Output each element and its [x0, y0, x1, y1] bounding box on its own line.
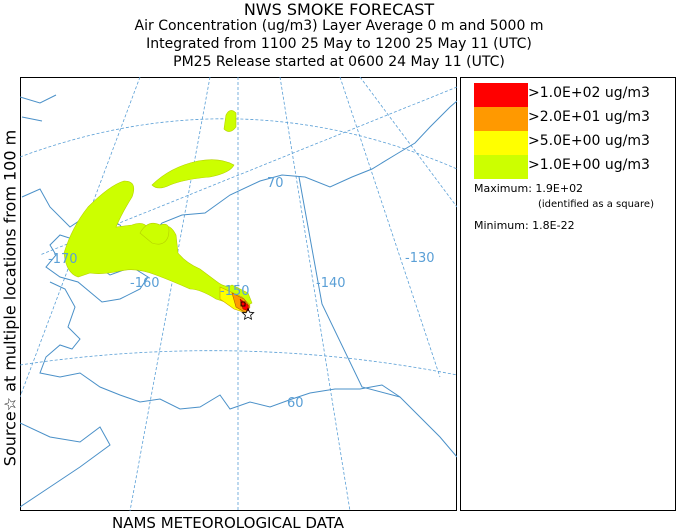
lon-label-160: -160 [130, 276, 160, 291]
legend-minimum: Minimum: 1.8E-22 [474, 219, 575, 232]
integration-period: Integrated from 1100 25 May to 1200 25 M… [146, 36, 532, 52]
legend-maximum-note: (identified as a square) [538, 199, 654, 210]
legend-row-yellow: >5.0E+00 ug/m3 [474, 131, 674, 155]
source-side-label: Source☆ at multiple locations from 100 m [0, 129, 20, 467]
legend-swatch-red [474, 83, 528, 107]
plume-north-fragment [223, 110, 237, 132]
smoke-plume [63, 110, 255, 321]
legend-swatch-yellow [474, 131, 528, 155]
lon-145-meridian [279, 77, 351, 511]
lon-label-130: -130 [405, 251, 435, 266]
lat-label-70: 70 [267, 176, 284, 191]
forecast-title: NWS SMOKE FORECAST [243, 0, 435, 19]
aleutian-coast [20, 422, 111, 508]
legend-row-orange: >2.0E+01 ug/m3 [474, 107, 674, 131]
legend-maximum: Maximum: 1.9E+02 [474, 182, 584, 195]
lon-135-meridian [339, 77, 441, 378]
lat-60-arc [20, 350, 457, 376]
lon-155-meridian [129, 77, 211, 511]
legend-swatch-orange [474, 107, 528, 131]
met-data-footer: NAMS METEOROLOGICAL DATA [112, 514, 344, 532]
legend-label-orange: >2.0E+01 ug/m3 [528, 109, 650, 125]
legend-label-lime: >1.0E+00 ug/m3 [528, 157, 650, 173]
legend-label-yellow: >5.0E+00 ug/m3 [528, 133, 650, 149]
legend-row-lime: >1.0E+00 ug/m3 [474, 155, 674, 179]
border-line [298, 176, 401, 398]
chukotka-coast [20, 94, 57, 122]
lat-70-arc [20, 118, 457, 170]
west-south-coast [39, 281, 457, 458]
smoke-map: -170 -160 -150 -140 -130 70 60 [20, 77, 457, 511]
legend-panel: >1.0E+02 ug/m3 >2.0E+01 ug/m3 >5.0E+00 u… [460, 77, 676, 511]
plume-band-arc [151, 159, 235, 189]
graticule-labels: -170 -160 -150 -140 -130 70 60 [48, 176, 435, 411]
legend-swatch-lime [474, 155, 528, 179]
maximum-square-marker [240, 301, 246, 307]
plume-east-lobe [139, 222, 170, 245]
lon-label-140: -140 [316, 276, 346, 291]
legend-label-red: >1.0E+02 ug/m3 [528, 85, 650, 101]
concentration-subtitle: Air Concentration (ug/m3) Layer Average … [134, 18, 544, 34]
lat-label-60: 60 [287, 396, 304, 411]
release-start: PM25 Release started at 0600 24 May 11 (… [173, 54, 505, 70]
lon-label-150: -150 [220, 284, 250, 299]
coastlines [20, 94, 457, 508]
lon-label-170: -170 [48, 252, 78, 267]
lon-130-meridian [359, 77, 457, 208]
legend-row-red: >1.0E+02 ug/m3 [474, 83, 674, 107]
source-star-marker [241, 307, 255, 321]
